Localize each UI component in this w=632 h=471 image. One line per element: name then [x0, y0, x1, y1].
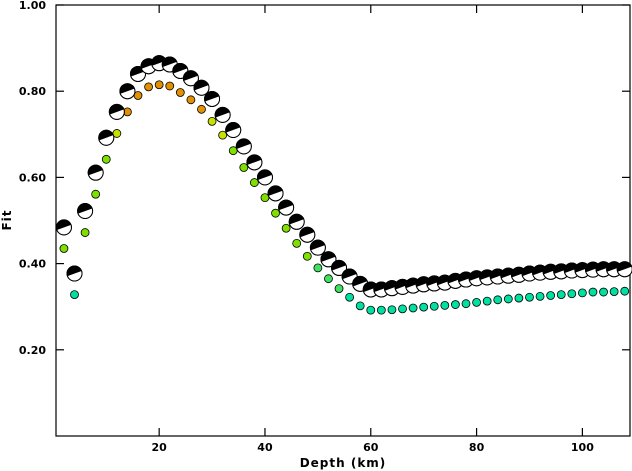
x-axis-label: Depth (km) — [300, 456, 387, 470]
focal-mechanism-marker — [288, 213, 305, 230]
fit-dot — [197, 104, 206, 114]
fit-dot — [609, 287, 619, 297]
fit-dot — [101, 154, 111, 164]
fit-dot — [408, 303, 418, 313]
fit-dot — [175, 88, 185, 97]
fit-dot — [239, 163, 249, 172]
fit-dot — [207, 116, 217, 126]
fit-dot — [324, 274, 333, 284]
fit-dot — [218, 130, 228, 140]
y-tick-label: 0.60 — [19, 171, 46, 184]
fit-dot — [419, 302, 429, 312]
axis-ticks: 20 40 60 80 100 0.20 0.40 0.60 0.80 1.00 — [19, 0, 630, 454]
fit-dot — [567, 289, 577, 299]
focal-mechanism-marker — [616, 261, 632, 278]
fit-dot — [514, 293, 524, 303]
focal-mechanism-marker — [500, 267, 517, 284]
fit-dot — [186, 95, 196, 105]
focal-mechanism-marker — [193, 79, 210, 96]
focal-mechanism-marker — [119, 83, 136, 100]
fit-dot — [366, 305, 376, 315]
y-tick-label: 1.00 — [19, 0, 46, 12]
plot-frame — [55, 4, 631, 437]
focal-mechanism-marker — [246, 154, 263, 171]
fit-dot — [482, 296, 492, 306]
focal-mechanism-marker — [108, 103, 125, 120]
fit-dot — [154, 80, 164, 90]
fit-dot — [620, 286, 630, 296]
fit-dot — [376, 305, 386, 315]
fit-dot — [577, 288, 587, 298]
fit-dot — [451, 300, 460, 309]
fit-dot — [387, 305, 397, 315]
fit-dot — [461, 299, 471, 309]
fit-dot — [59, 244, 69, 253]
fit-dot — [599, 287, 608, 297]
fit-dot — [313, 263, 323, 273]
focal-mechanism-marker — [77, 203, 94, 220]
fit-dot — [165, 81, 175, 91]
fit-dot — [91, 189, 101, 199]
focal-mechanism-marker — [299, 226, 316, 243]
x-tick-label: 40 — [257, 441, 273, 454]
focal-mechanism-marker — [214, 106, 231, 123]
focal-mechanism-marker — [225, 121, 242, 138]
focal-mechanism-marker — [182, 70, 199, 87]
dot-series — [59, 80, 630, 315]
focal-mechanism-marker — [66, 265, 83, 282]
mechanism-series — [55, 55, 632, 298]
focal-mechanism-marker — [267, 185, 284, 202]
x-tick-label: 20 — [152, 441, 168, 454]
fit-dot — [493, 295, 503, 305]
fit-dot — [271, 208, 280, 218]
focal-mechanism-marker — [204, 90, 221, 107]
focal-mechanism-marker — [256, 169, 273, 186]
fit-dot — [281, 223, 291, 233]
fit-dot — [440, 301, 450, 310]
focal-mechanism-marker — [87, 164, 104, 181]
fit-dot — [398, 304, 407, 314]
x-tick-label: 60 — [363, 441, 379, 454]
focal-mechanism-marker — [278, 199, 295, 216]
focal-mechanism-marker — [309, 239, 326, 256]
fit-dot — [144, 82, 153, 92]
y-tick-label: 0.40 — [19, 258, 46, 271]
fit-dot — [292, 238, 302, 248]
fit-dot — [80, 228, 90, 237]
focal-mechanism-marker — [235, 138, 252, 155]
fit-dot — [472, 297, 481, 307]
fit-dot — [525, 292, 534, 302]
focal-mechanism-marker — [98, 129, 115, 146]
fit-dot — [556, 290, 566, 300]
y-tick-label: 0.20 — [19, 344, 46, 357]
y-tick-label: 0.80 — [19, 85, 46, 98]
fit-dot — [588, 287, 598, 297]
fit-dot — [249, 178, 259, 187]
fit-dot — [70, 290, 79, 300]
x-tick-label: 80 — [469, 441, 485, 454]
fit-dot — [302, 251, 312, 261]
fit-dot — [535, 291, 545, 301]
fit-dot — [429, 301, 439, 311]
y-axis-label: Fit — [0, 209, 14, 230]
fit-dot — [345, 292, 355, 302]
fit-dot — [503, 294, 513, 304]
x-tick-label: 100 — [571, 441, 594, 454]
fit-dot — [334, 284, 344, 293]
focal-mechanism-marker — [320, 251, 337, 268]
fit-dot — [355, 301, 365, 311]
focal-mechanism-marker — [55, 219, 72, 236]
fit-dot — [546, 291, 556, 300]
